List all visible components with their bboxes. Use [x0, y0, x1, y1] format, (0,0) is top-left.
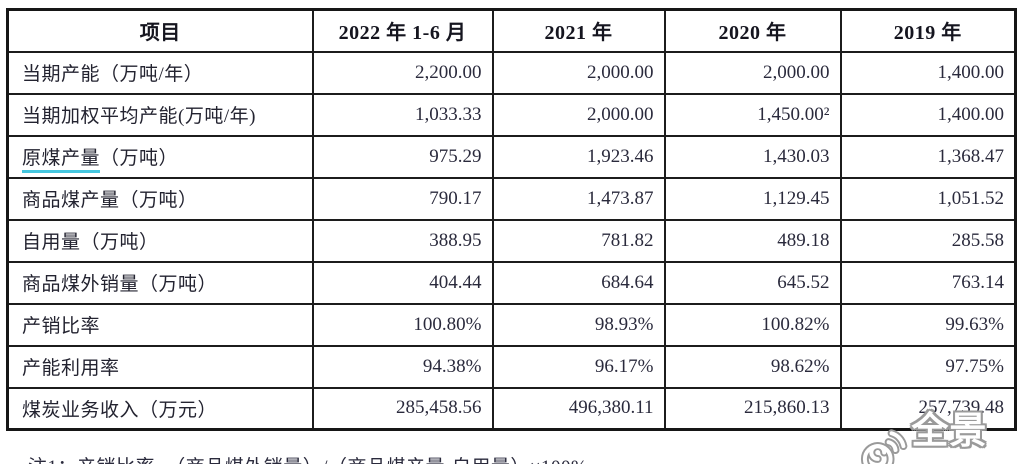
row-label: 产销比率 — [6, 302, 314, 347]
value-cell: 98.62% — [663, 344, 842, 389]
weibo-eye-icon — [860, 429, 908, 464]
row-label: 当期产能（万吨/年） — [6, 50, 314, 95]
table-row: 自用量（万吨） 388.95 781.82 489.18 285.58 — [6, 218, 1017, 263]
value-cell: 285,458.56 — [311, 386, 494, 431]
column-header: 2022 年 1-6 月 — [311, 8, 494, 53]
value-cell: 1,368.47 — [839, 134, 1017, 179]
value-cell: 96.17% — [491, 344, 666, 389]
row-label: 商品煤外销量（万吨） — [6, 260, 314, 305]
table-row: 商品煤产量（万吨） 790.17 1,473.87 1,129.45 1,051.52 — [6, 176, 1017, 221]
row-label: 产能利用率 — [6, 344, 314, 389]
value-cell: 97.75% — [839, 344, 1017, 389]
row-label: 原煤产量（万吨） — [6, 134, 314, 179]
value-cell: 763.14 — [839, 260, 1017, 305]
table-row: 煤炭业务收入（万元） 285,458.56 496,380.11 215,860.13… — [6, 386, 1017, 431]
column-header: 2019 年 — [839, 8, 1017, 53]
row-label: 自用量（万吨） — [6, 218, 314, 263]
footnote: 注1：产销比率=（商品煤外销量）/（商品煤产量-自用量）×100% — [28, 452, 587, 464]
row-label: 商品煤产量（万吨） — [6, 176, 314, 221]
value-cell: 1,473.87 — [491, 176, 666, 221]
value-cell: 100.82% — [663, 302, 842, 347]
value-cell: 100.80% — [311, 302, 494, 347]
value-cell: 99.63% — [839, 302, 1017, 347]
value-cell: 1,129.45 — [663, 176, 842, 221]
underlined-term: 原煤产量 — [22, 148, 101, 173]
value-cell: 257,739.48 — [839, 386, 1017, 431]
value-cell: 404.44 — [311, 260, 494, 305]
value-cell: 684.64 — [491, 260, 666, 305]
value-cell: 1,430.03 — [663, 134, 842, 179]
table-row: 当期加权平均产能(万吨/年) 1,033.33 2,000.00 1,450.00² 1… — [6, 92, 1017, 137]
table-header-row: 项目 2022 年 1-6 月 2021 年 2020 年 2019 年 — [6, 8, 1017, 53]
value-cell: 2,000.00 — [491, 92, 666, 137]
row-label: 煤炭业务收入（万元） — [6, 386, 314, 431]
value-cell: 2,200.00 — [311, 50, 494, 95]
coal-production-table: 项目 2022 年 1-6 月 2021 年 2020 年 2019 年 当期产能（万吨… — [6, 8, 1017, 431]
column-header: 2021 年 — [491, 8, 666, 53]
value-cell: 781.82 — [491, 218, 666, 263]
value-cell: 1,400.00 — [839, 50, 1017, 95]
value-cell: 1,923.46 — [491, 134, 666, 179]
table-row: 产销比率 100.80% 98.93% 100.82% 99.63% — [6, 302, 1017, 347]
column-header: 项目 — [6, 8, 314, 53]
value-cell: 645.52 — [663, 260, 842, 305]
value-cell: 1,400.00 — [839, 92, 1017, 137]
value-cell: 1,051.52 — [839, 176, 1017, 221]
table-row: 商品煤外销量（万吨） 404.44 684.64 645.52 763.14 — [6, 260, 1017, 305]
value-cell: 388.95 — [311, 218, 494, 263]
value-cell: 496,380.11 — [491, 386, 666, 431]
table-row: 原煤产量（万吨） 975.29 1,923.46 1,430.03 1,368.47 — [6, 134, 1017, 179]
value-cell: 1,033.33 — [311, 92, 494, 137]
table-row: 产能利用率 94.38% 96.17% 98.62% 97.75% — [6, 344, 1017, 389]
value-cell: 1,450.00² — [663, 92, 842, 137]
row-label: 当期加权平均产能(万吨/年) — [6, 92, 314, 137]
value-cell: 489.18 — [663, 218, 842, 263]
table-row: 当期产能（万吨/年） 2,200.00 2,000.00 2,000.00 1,400.… — [6, 50, 1017, 95]
value-cell: 94.38% — [311, 344, 494, 389]
value-cell: 2,000.00 — [491, 50, 666, 95]
value-cell: 215,860.13 — [663, 386, 842, 431]
value-cell: 98.93% — [491, 302, 666, 347]
value-cell: 790.17 — [311, 176, 494, 221]
value-cell: 2,000.00 — [663, 50, 842, 95]
value-cell: 285.58 — [839, 218, 1017, 263]
value-cell: 975.29 — [311, 134, 494, 179]
column-header: 2020 年 — [663, 8, 842, 53]
